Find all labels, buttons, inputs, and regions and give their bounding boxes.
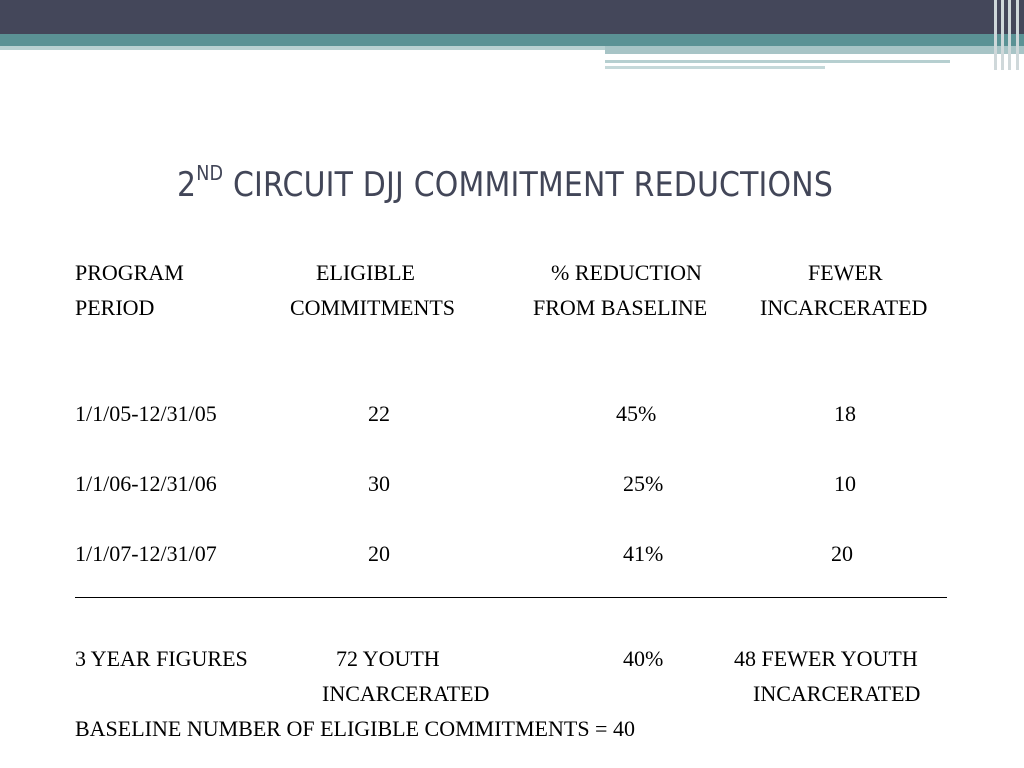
header-accent-line (605, 60, 950, 63)
row-reduction: 25% (623, 471, 664, 496)
totals-label: 3 YEAR FIGURES (75, 646, 248, 671)
row-period: 1/1/06-12/31/06 (75, 471, 217, 496)
totals-fewer: 48 FEWER YOUTH (734, 646, 918, 671)
totals-reduction: 40% (623, 646, 664, 671)
header-band-light-right (605, 46, 1024, 54)
totals-fewer-sub: INCARCERATED (753, 681, 921, 706)
header-incarcerated: INCARCERATED (760, 295, 928, 320)
totals-eligible: 72 YOUTH (336, 646, 440, 671)
row-reduction: 41% (623, 541, 664, 566)
slide-title: 2ND CIRCUIT DJJ COMMITMENT REDUCTIONS (61, 161, 950, 205)
header-stripes (992, 0, 1024, 70)
title-text: CIRCUIT DJJ COMMITMENT REDUCTIONS (223, 165, 834, 205)
header-eligible: ELIGIBLE (316, 260, 415, 285)
title-superscript: ND (196, 161, 224, 185)
row-fewer: 18 (834, 401, 856, 426)
header-program: PROGRAM (75, 260, 184, 285)
row-reduction: 45% (616, 401, 657, 426)
row-fewer: 20 (831, 541, 853, 566)
header-period: PERIOD (75, 295, 155, 320)
header-reduction: % REDUCTION (551, 260, 702, 285)
row-period: 1/1/05-12/31/05 (75, 401, 217, 426)
row-fewer: 10 (834, 471, 856, 496)
header-band-light (0, 46, 605, 50)
row-eligible: 30 (368, 471, 390, 496)
row-eligible: 20 (368, 541, 390, 566)
totals-eligible-sub: INCARCERATED (322, 681, 490, 706)
header-accent-line-short (605, 66, 825, 69)
baseline-footnote: BASELINE NUMBER OF ELIGIBLE COMMITMENTS … (75, 716, 635, 741)
divider-line (75, 597, 947, 598)
header-band-dark (0, 0, 1024, 34)
header-fewer: FEWER (808, 260, 883, 285)
row-eligible: 22 (368, 401, 390, 426)
title-number: 2 (176, 165, 197, 205)
header-from-baseline: FROM BASELINE (533, 295, 708, 320)
header-band-teal (0, 34, 1024, 46)
row-period: 1/1/07-12/31/07 (75, 541, 217, 566)
header-commitments: COMMITMENTS (290, 295, 456, 320)
